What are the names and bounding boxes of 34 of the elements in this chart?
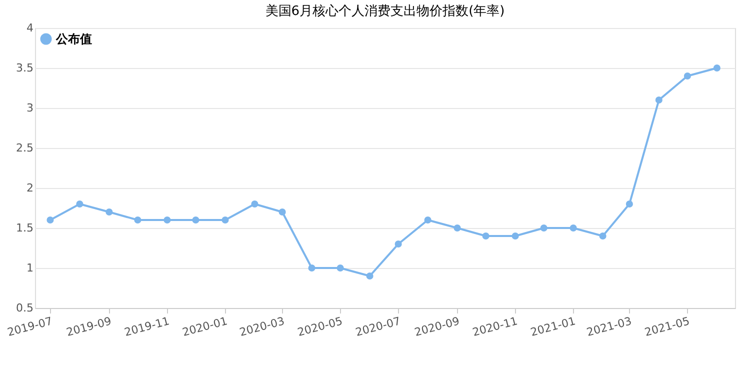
y-tick-label: 2 bbox=[26, 182, 34, 194]
y-tick-label: 1.5 bbox=[16, 222, 34, 234]
point bbox=[308, 264, 316, 272]
point bbox=[394, 240, 402, 248]
point bbox=[366, 272, 374, 280]
point bbox=[76, 200, 84, 208]
point bbox=[106, 208, 113, 216]
point bbox=[164, 216, 171, 224]
point bbox=[222, 216, 229, 224]
y-tick-label: 1 bbox=[26, 262, 34, 274]
point bbox=[655, 96, 662, 104]
y-tick-label: 3.5 bbox=[16, 62, 34, 74]
point bbox=[192, 216, 200, 224]
y-tick-label: 0.5 bbox=[16, 302, 34, 314]
point bbox=[512, 232, 519, 240]
point bbox=[540, 224, 548, 232]
point bbox=[570, 224, 577, 232]
point bbox=[251, 200, 258, 208]
point bbox=[336, 264, 344, 272]
point bbox=[599, 232, 606, 240]
point bbox=[626, 200, 633, 208]
point bbox=[454, 224, 461, 232]
y-tick-label: 4 bbox=[26, 22, 34, 34]
point bbox=[278, 208, 286, 216]
point bbox=[46, 216, 54, 224]
point bbox=[713, 64, 720, 72]
point bbox=[482, 232, 490, 240]
y-tick-label: 3 bbox=[26, 102, 34, 114]
point bbox=[134, 216, 142, 224]
legend-label: 公布值 bbox=[55, 32, 92, 46]
chart-title: 美国6月核心个人消费支出物价指数(年率) bbox=[265, 3, 505, 19]
y-tick-label: 2.5 bbox=[16, 142, 34, 154]
point bbox=[684, 72, 691, 80]
point bbox=[424, 216, 432, 224]
